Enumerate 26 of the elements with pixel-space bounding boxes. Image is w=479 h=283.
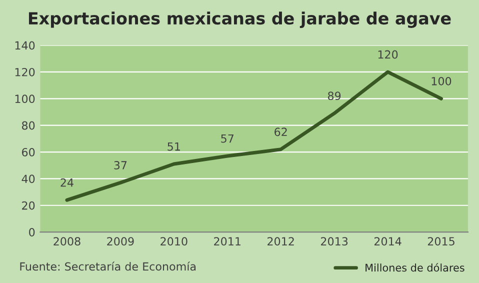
x-tick-label: 2010 [160, 237, 188, 246]
chart-title: Exportaciones mexicanas de jarabe de agave [28, 12, 451, 28]
y-tick-label: 40 [22, 174, 35, 184]
data-label: 37 [114, 161, 127, 170]
y-tick-label: 140 [15, 41, 35, 50]
y-tick-label: 20 [22, 201, 35, 210]
data-label: 120 [378, 50, 398, 59]
x-tick-label: 2011 [214, 237, 240, 246]
x-tick-label: 2009 [107, 237, 134, 246]
legend-label: Millones de dólares [366, 263, 464, 272]
x-tick-label: 2015 [428, 237, 454, 246]
data-label: 62 [274, 128, 287, 136]
y-tick-label: 60 [22, 148, 35, 156]
data-label: 100 [432, 76, 452, 86]
y-tick-label: 0 [29, 228, 35, 236]
x-tick-label: 2008 [54, 237, 80, 246]
y-tick-label: 120 [15, 68, 35, 76]
x-tick-label: 2014 [374, 237, 402, 246]
source-note: Fuente: Secretaría de Economía [20, 262, 196, 271]
y-tick-label: 100 [15, 94, 35, 104]
data-label: 51 [168, 142, 180, 151]
x-tick-label: 2012 [268, 237, 294, 246]
data-label: 24 [60, 178, 74, 187]
y-tick-label: 80 [22, 121, 35, 130]
data-label: 57 [221, 134, 234, 143]
x-tick-label: 2013 [320, 237, 348, 246]
